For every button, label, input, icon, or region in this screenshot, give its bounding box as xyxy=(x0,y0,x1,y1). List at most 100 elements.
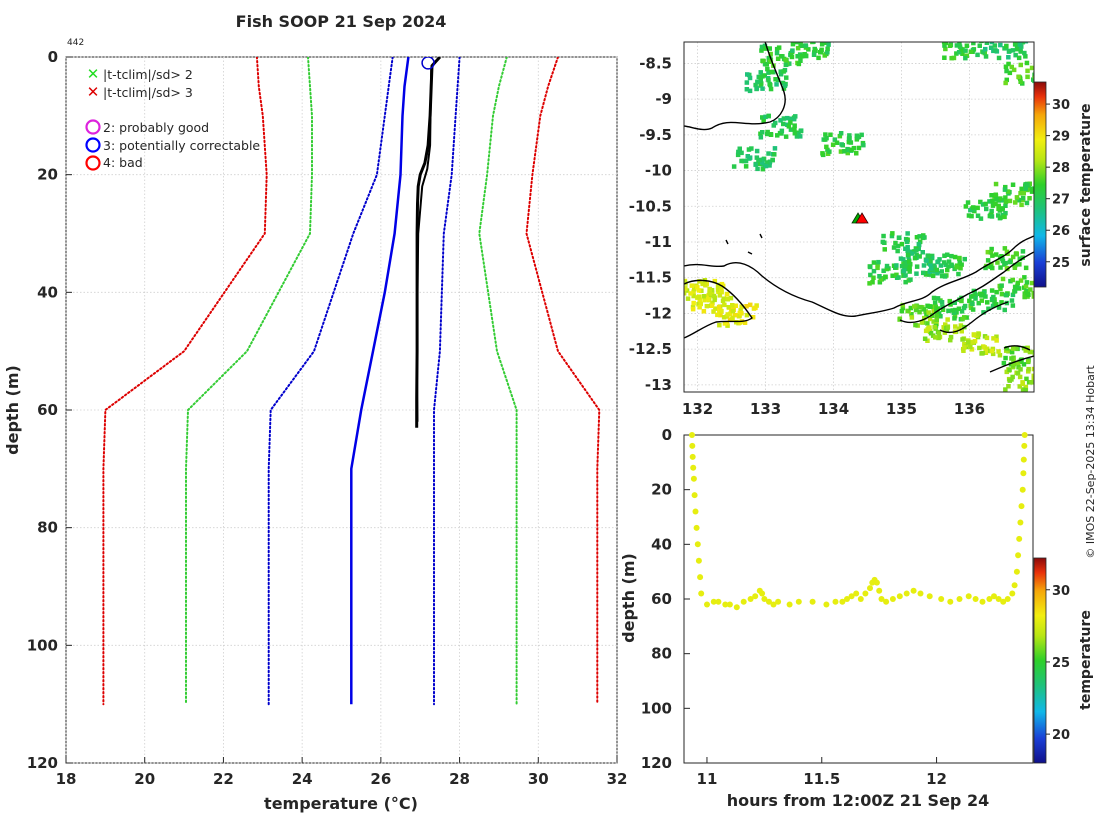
sst-pixel xyxy=(692,286,697,292)
sst-pixel xyxy=(959,309,965,314)
sst-pixel xyxy=(730,308,736,314)
sst-pixel xyxy=(1010,277,1015,283)
track-point xyxy=(876,587,883,594)
sst-pixel xyxy=(1005,37,1010,42)
track-point xyxy=(726,601,733,608)
sst-pixel xyxy=(690,306,696,312)
sst-pixel xyxy=(730,303,735,308)
sst-pixel xyxy=(898,256,904,261)
sst-pixel xyxy=(779,128,785,134)
sst-pixel xyxy=(1003,199,1009,204)
track-point xyxy=(691,492,698,499)
sst-pixel xyxy=(1005,189,1011,194)
sst-pixel xyxy=(1023,283,1029,289)
sst-pixel xyxy=(773,77,778,82)
sst-pixel xyxy=(803,43,809,48)
sst-pixel xyxy=(737,146,742,151)
sst-pixel xyxy=(971,332,977,338)
x-tick-label: 32 xyxy=(607,770,628,788)
sst-pixel xyxy=(983,46,988,52)
sst-pixel xyxy=(856,145,862,151)
sst-pixel xyxy=(758,70,763,75)
sst-pixel xyxy=(1024,290,1030,296)
sst-pixel xyxy=(986,306,991,311)
sst-pixel xyxy=(794,134,800,139)
y-tick-label: 40 xyxy=(37,283,58,301)
sst-pixel xyxy=(900,305,906,311)
sst-pixel xyxy=(1017,374,1023,380)
track-point xyxy=(991,593,997,600)
track-points xyxy=(689,432,1028,611)
sst-pixel xyxy=(1002,307,1007,313)
sst-pixel xyxy=(939,269,944,274)
sst-pixel xyxy=(1044,73,1049,78)
sst-pixel xyxy=(799,35,804,40)
sst-pixel xyxy=(823,36,828,41)
sst-pixel xyxy=(999,291,1005,297)
sst-pixel xyxy=(1004,68,1009,74)
sst-pixel xyxy=(947,37,952,42)
sst-pixel xyxy=(781,116,787,121)
sst-colorbar-tick-label: 27 xyxy=(1052,193,1070,208)
sst-pixel xyxy=(717,293,723,298)
y-tick-label: 20 xyxy=(37,166,58,184)
track-point xyxy=(857,596,864,602)
sst-pixel xyxy=(989,193,994,198)
sst-pixel xyxy=(994,334,999,339)
sst-pixel xyxy=(981,36,986,41)
sst-pixel xyxy=(868,272,873,278)
sst-pixel xyxy=(1025,74,1030,80)
sst-pixel xyxy=(996,349,1001,354)
sst-pixel xyxy=(1012,42,1018,47)
sst-pixel xyxy=(946,264,951,269)
sst-pixel xyxy=(1040,76,1045,81)
legend-x-red-icon: ✕ xyxy=(87,83,100,101)
y-tick-label: 80 xyxy=(37,519,58,537)
sst-pixel xyxy=(766,151,771,156)
profile-count: 442 xyxy=(67,38,84,48)
sst-pixel xyxy=(968,207,973,213)
sst-pixel xyxy=(916,241,922,247)
track-point xyxy=(1020,470,1027,477)
sst-pixel xyxy=(760,115,765,120)
sst-pixel xyxy=(988,45,994,50)
sst-pixel xyxy=(985,249,991,255)
sst-pixel xyxy=(795,54,800,59)
sst-pixel xyxy=(765,160,770,165)
track-point xyxy=(710,598,717,605)
track-point xyxy=(1021,432,1028,438)
sst-pixel xyxy=(712,297,717,303)
sst-pixel xyxy=(975,205,980,211)
temp-colorbar-label: temperature xyxy=(1078,610,1094,710)
sst-pixel xyxy=(1001,360,1007,366)
sst-pixel xyxy=(995,260,1000,265)
station-marker-red xyxy=(855,212,869,224)
sst-pixel xyxy=(811,52,817,57)
sst-pixel xyxy=(838,149,844,154)
track-y-tick-label: 0 xyxy=(662,426,672,444)
sst-pixel xyxy=(956,50,962,55)
sst-pixel xyxy=(983,294,988,299)
sst-pixel xyxy=(812,50,817,55)
legend-circle-magenta-icon xyxy=(85,119,101,135)
sst-pixel xyxy=(880,239,886,245)
sst-pixel xyxy=(999,207,1005,212)
sst-pixel xyxy=(996,55,1002,61)
sst-pixel xyxy=(703,283,708,288)
sst-pixel xyxy=(979,293,984,298)
sst-pixel xyxy=(963,55,968,61)
sst-pixel xyxy=(973,292,978,297)
sst-pixel xyxy=(981,310,986,315)
sst-pixel xyxy=(749,146,754,151)
sst-pixel xyxy=(1031,290,1034,296)
sst-pixel xyxy=(1007,198,1013,204)
sst-pixel xyxy=(962,345,967,350)
sst-pixel xyxy=(1026,359,1031,364)
sst-pixel xyxy=(957,44,963,49)
sst-pixel xyxy=(750,315,756,320)
sst-pixel xyxy=(1031,376,1034,381)
sst-pixel xyxy=(1021,190,1026,196)
sst-pixel xyxy=(781,69,786,74)
sst-pixel xyxy=(1014,195,1020,200)
